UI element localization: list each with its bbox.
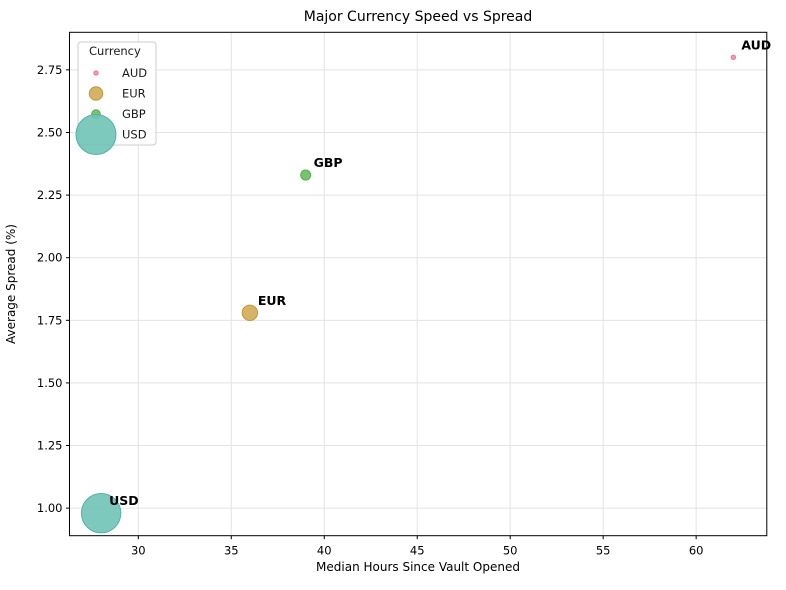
- x-axis-label: Median Hours Since Vault Opened: [316, 560, 520, 574]
- x-tick-label-30: 30: [131, 544, 146, 558]
- y-tick-label-1.75: 1.75: [37, 313, 63, 327]
- legend-title: Currency: [89, 44, 141, 58]
- point-label-EUR: EUR: [258, 293, 287, 308]
- legend-label-USD: USD: [122, 128, 147, 142]
- y-axis-label: Average Spread (%): [4, 224, 18, 344]
- legend-marker-USD: [75, 114, 117, 155]
- axis-ticks: 30 35 40 45 50 55 60 1.00 1.25 1.50 1.75 2.00 2.25 2.…: [37, 63, 704, 558]
- chart-title: Major Currency Speed vs Spread: [304, 9, 533, 25]
- point-annotations: AUD EUR GBP USD: [109, 37, 771, 508]
- x-tick-label-55: 55: [596, 544, 611, 558]
- point-USD: [80, 492, 122, 534]
- x-tick-label-50: 50: [503, 544, 518, 558]
- legend-label-GBP: GBP: [122, 107, 146, 121]
- y-tick-label-2.75: 2.75: [37, 63, 63, 77]
- y-tick-label-2.00: 2.00: [37, 251, 63, 265]
- y-tick-label-1.25: 1.25: [37, 439, 63, 453]
- legend-marker-EUR: [88, 86, 104, 101]
- point-EUR: [241, 304, 259, 322]
- x-tick-label-45: 45: [410, 544, 425, 558]
- point-AUD: [730, 54, 737, 61]
- x-tick-label-40: 40: [317, 544, 332, 558]
- y-tick-label-1.50: 1.50: [37, 376, 63, 390]
- plot-border: [69, 31, 768, 537]
- x-tick-label-60: 60: [689, 544, 704, 558]
- y-tick-label-1.00: 1.00: [37, 501, 63, 515]
- legend-label-EUR: EUR: [122, 87, 146, 101]
- legend: Currency AUD EUR GBP USD: [75, 41, 157, 155]
- point-label-USD: USD: [109, 493, 139, 508]
- y-tick-label-2.50: 2.50: [37, 125, 63, 139]
- point-label-AUD: AUD: [741, 37, 771, 52]
- gridlines: [69, 32, 767, 536]
- point-GBP: [300, 169, 312, 181]
- y-tick-label-2.25: 2.25: [37, 188, 63, 202]
- legend-marker-AUD: [93, 70, 99, 76]
- data-points: [80, 54, 737, 534]
- legend-label-AUD: AUD: [122, 66, 147, 80]
- point-label-GBP: GBP: [314, 155, 343, 170]
- x-tick-label-35: 35: [224, 544, 239, 558]
